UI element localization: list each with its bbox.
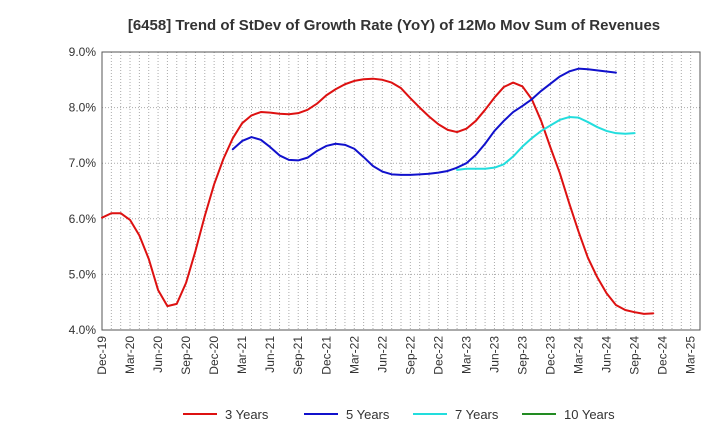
x-tick-label: Mar-24 xyxy=(572,336,586,374)
grid-lines xyxy=(102,51,700,331)
plot-area-frame xyxy=(101,51,701,331)
y-tick-label: 7.0% xyxy=(69,156,97,170)
x-tick-label: Mar-21 xyxy=(235,336,249,374)
x-tick-label: Jun-24 xyxy=(600,336,614,373)
x-tick-label: Sep-22 xyxy=(403,336,417,375)
x-tick-label: Mar-20 xyxy=(123,336,137,374)
x-tick-label: Dec-21 xyxy=(319,336,333,375)
series-line-5-years xyxy=(231,67,617,176)
series-lines xyxy=(101,67,655,315)
x-tick-label: Mar-23 xyxy=(459,336,473,374)
legend-label: 10 Years xyxy=(564,407,615,422)
y-axis-ticks: 4.0% 5.0% 6.0% 7.0% 8.0% 9.0% xyxy=(69,45,97,337)
x-axis-ticks: Dec-19 Mar-20 Jun-20 Sep-20 Dec-20 Mar-21 Jun-… xyxy=(95,336,698,375)
y-tick-label: 5.0% xyxy=(69,267,97,281)
legend-label: 7 Years xyxy=(455,407,499,422)
x-tick-label: Dec-19 xyxy=(95,336,109,375)
x-tick-label: Jun-22 xyxy=(375,336,389,373)
x-tick-label: Mar-22 xyxy=(347,336,361,374)
y-tick-label: 9.0% xyxy=(69,45,97,59)
x-tick-label: Jun-21 xyxy=(263,336,277,373)
x-tick-label: Dec-20 xyxy=(207,336,221,375)
x-tick-label: Dec-22 xyxy=(431,336,445,375)
x-tick-label: Sep-24 xyxy=(628,336,642,375)
chart-title: [6458] Trend of StDev of Growth Rate (Yo… xyxy=(128,17,660,34)
series-line-7-years xyxy=(456,116,636,171)
x-tick-label: Sep-20 xyxy=(179,336,193,375)
x-tick-label: Jun-20 xyxy=(151,336,165,373)
legend: 3 Years 5 Years 7 Years 10 Years xyxy=(183,407,615,422)
x-tick-label: Mar-25 xyxy=(684,336,698,374)
x-tick-label: Dec-23 xyxy=(544,336,558,375)
legend-label: 3 Years xyxy=(225,407,269,422)
x-tick-label: Dec-24 xyxy=(656,336,670,375)
y-tick-label: 8.0% xyxy=(69,101,97,115)
series-line-3-years xyxy=(101,77,655,315)
x-tick-label: Sep-21 xyxy=(291,336,305,375)
x-tick-label: Sep-23 xyxy=(515,336,529,375)
y-tick-label: 4.0% xyxy=(69,323,97,337)
y-tick-label: 6.0% xyxy=(69,212,97,226)
legend-label: 5 Years xyxy=(346,407,390,422)
x-tick-label: Jun-23 xyxy=(487,336,501,373)
